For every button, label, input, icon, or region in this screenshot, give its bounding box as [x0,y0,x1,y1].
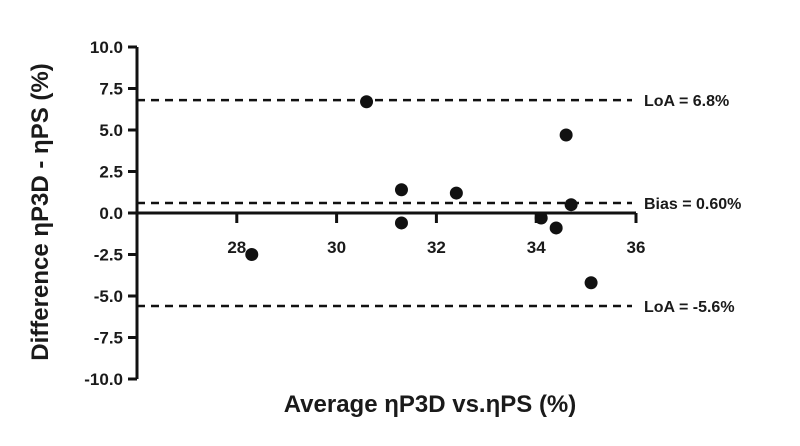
y-tick-label: 5.0 [99,121,123,140]
x-tick-label: 36 [627,238,646,257]
reference-lines: LoA = 6.8% Bias = 0.60% LoA = -5.6% [137,93,741,316]
data-point [584,276,598,290]
y-tick-label: -10.0 [84,370,123,389]
data-point [564,198,578,212]
x-tick-label: 30 [327,238,346,257]
axes [135,47,636,379]
data-points [245,95,598,290]
x-tick-label: 34 [527,238,546,257]
x-axis-ticks: 28 30 32 34 36 [227,213,645,257]
data-point [534,211,548,225]
y-tick-label: 0.0 [99,204,123,223]
data-point [559,128,573,142]
data-point [394,183,408,197]
x-tick-label: 28 [227,238,246,257]
data-point [394,216,408,230]
y-tick-label: -7.5 [94,329,123,348]
data-point [245,248,259,261]
x-axis-title: Average ηP3D vs.ηPS (%) [284,391,577,418]
y-tick-label: 2.5 [99,163,123,182]
data-point [360,95,374,109]
reference-line-label: Bias = 0.60% [644,196,741,213]
y-tick-label: -5.0 [94,287,123,306]
reference-line-label: LoA = -5.6% [644,299,735,316]
y-tick-label: -2.5 [94,246,123,265]
data-point [449,186,463,200]
y-axis-title: Difference ηP3D - ηPS (%) [27,63,54,360]
data-point [549,221,563,235]
x-tick-label: 32 [427,238,446,257]
y-tick-label: 10.0 [90,38,123,57]
y-tick-label: 7.5 [99,80,123,99]
y-axis-ticks: 10.0 7.5 5.0 2.5 0.0 -2.5 -5.0 -7.5 -10.0 [84,38,137,389]
reference-line-label: LoA = 6.8% [644,93,729,110]
